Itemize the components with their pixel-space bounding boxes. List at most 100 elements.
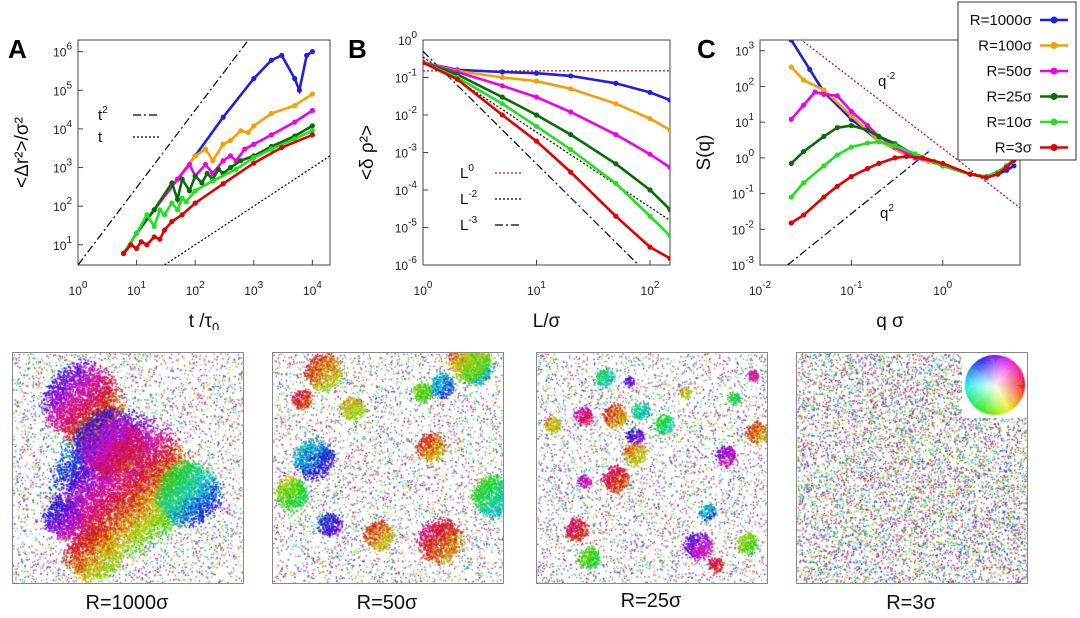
data-point [192,200,198,206]
data-point [151,207,157,213]
y-tick-label: 10-4 [395,180,418,198]
y-tick-label: 10-2 [732,219,755,237]
snapshot-caption-r25: R=25σ [620,590,682,612]
data-point [202,161,209,168]
data-point [667,97,670,103]
x-tick-label: 103 [244,280,263,298]
data-point [202,146,209,152]
data-point [499,74,505,81]
data-point [568,109,574,115]
panel-label: B [348,34,367,64]
data-point [903,153,910,159]
legend-marker [1050,93,1058,100]
data-point [296,87,302,93]
x-tick-label: 102 [186,280,205,298]
x-tick-label: 10-1 [840,280,863,298]
data-point [210,158,216,164]
data-point [801,148,807,155]
data-point [304,52,310,58]
data-point [647,116,653,122]
series-R=25σ [423,61,670,211]
legend-label: L0 [460,163,474,182]
data-point [892,155,898,161]
data-point [227,153,234,159]
data-point [1004,164,1010,170]
data-point [821,133,827,139]
data-point [161,227,168,233]
y-axis-label: <δ ρ²> [357,125,378,180]
y-tick-label: 10-6 [395,255,418,273]
data-point [268,146,275,152]
series-t^2 [78,40,250,265]
legend-marker [1050,42,1058,49]
data-point [613,213,619,219]
data-point [568,132,574,138]
data-point [220,141,226,147]
data-point [215,166,222,172]
x-axis-label: t /τ0 [189,311,220,330]
data-point [268,110,275,117]
data-point [848,173,854,180]
data-point [192,153,198,159]
data-point [179,195,185,201]
x-tick-label: 102 [641,280,660,298]
data-point [812,89,818,95]
y-tick-label: 102 [53,196,72,214]
data-point [251,141,257,147]
data-point [138,239,144,245]
data-point [245,130,251,136]
x-tick-label: 101 [127,280,146,298]
series-q^-2 [800,40,1020,209]
data-point [309,91,315,97]
data-point [788,116,794,122]
snapshot-r25 [536,352,768,584]
x-tick-label: 100 [69,280,88,298]
legend-entry: R=3σ [995,140,1033,157]
y-tick-label: 10-1 [732,184,755,202]
data-point [533,70,540,76]
data-point [834,183,840,189]
panel-label: A [8,34,27,64]
data-point [144,212,150,218]
x-tick-label: 104 [303,280,322,298]
data-point [801,180,807,186]
data-point [568,86,574,92]
snapshot-r50 [272,352,504,584]
data-point [174,196,181,202]
data-point [242,146,248,152]
data-point [788,64,794,70]
legend-label: t2 [98,105,108,124]
data-point [647,213,653,219]
data-point [186,188,193,194]
x-axis-label: L/σ [533,311,561,330]
data-point [983,175,989,181]
data-point [864,123,871,129]
legend-entry: R=25σ [986,89,1032,106]
x-tick-label: 10-2 [749,280,772,298]
data-point [667,127,670,133]
data-point [233,166,239,172]
legend-label: L-2 [460,189,478,208]
legend-marker [1050,118,1058,126]
data-point [238,128,244,134]
data-point [157,236,163,242]
data-point [169,180,175,186]
data-point [220,181,226,187]
data-point [204,170,210,177]
data-point [533,94,540,100]
data-point [568,73,574,79]
data-point [533,112,540,118]
panel-C: C 10-2 10-1 100 103 102 101 100 10-1 10-2 10-3 q σ S… [694,1,1077,330]
legend-marker [1050,16,1058,24]
data-point [801,212,807,218]
data-point [533,138,540,144]
series-q^2 [787,151,929,265]
data-point [788,40,794,43]
x-tick-label: 100 [414,280,433,298]
y-tick-label: 101 [735,112,754,130]
snapshot-caption-r50: R=50σ [356,592,418,614]
data-point [667,255,670,261]
data-point [647,89,653,96]
data-point [309,132,315,138]
data-point [454,76,460,82]
